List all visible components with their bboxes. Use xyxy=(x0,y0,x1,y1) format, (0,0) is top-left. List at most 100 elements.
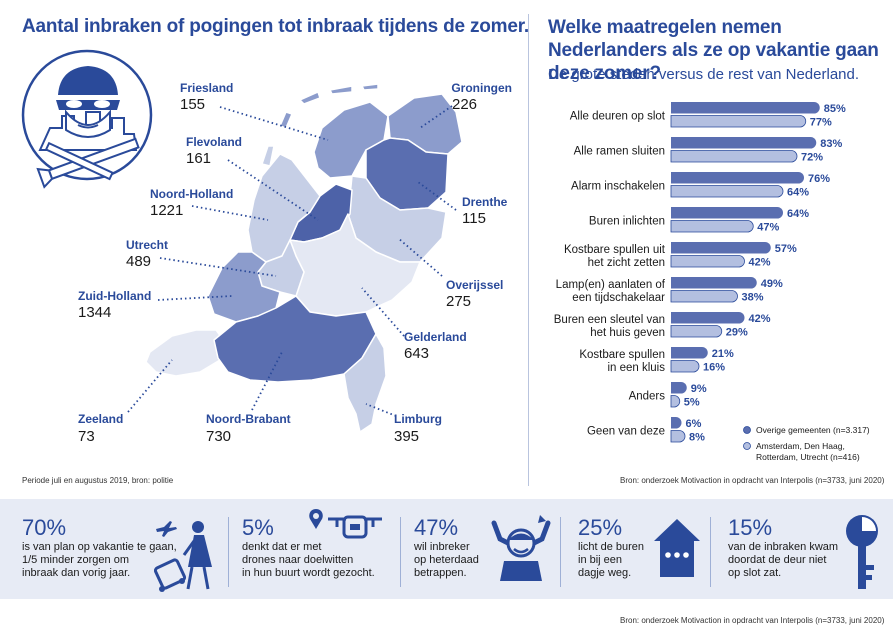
label-noord-brabant-value: 730 xyxy=(206,428,231,445)
label-gelderland-value: 643 xyxy=(404,345,429,362)
bar-grote-steden xyxy=(670,150,798,163)
stat-unlocked-line-2: doordat de deur niet xyxy=(728,554,827,566)
label-zuid-holland-value: 1344 xyxy=(78,304,111,321)
stat-neighbours: 25% licht de buren in bij een dagje weg. xyxy=(560,499,710,599)
bar-grote-steden xyxy=(670,325,723,338)
bar-grote-steden xyxy=(670,185,784,198)
bar-overige-gemeenten xyxy=(671,417,682,429)
traveler-icon xyxy=(154,521,212,592)
stat-neighbours-text: licht de buren in bij een dagje weg. xyxy=(578,541,644,580)
label-noord-brabant-name: Noord-Brabant xyxy=(206,412,291,426)
bar-overige-gemeenten xyxy=(671,347,708,359)
stat-drones-pct: 5% xyxy=(242,515,274,540)
bar-grote-steden xyxy=(670,255,745,268)
label-overijssel-name: Overijssel xyxy=(446,278,503,292)
label-friesland-name: Friesland xyxy=(180,81,233,95)
bar-value-label: 64% xyxy=(787,208,809,220)
bar-value-label: 29% xyxy=(726,327,748,339)
label-overijssel-value: 275 xyxy=(446,293,471,310)
legend-label: Rotterdam, Utrecht (n=416) xyxy=(756,452,860,462)
map-provinces xyxy=(145,83,463,433)
legend-swatch-overige xyxy=(743,426,751,434)
stat-separator xyxy=(560,517,561,587)
bar-value-label: 77% xyxy=(810,117,832,129)
category-label: een tijdschakelaar xyxy=(572,292,665,304)
map-source: Periode juli en augustus 2019, bron: pol… xyxy=(22,476,174,485)
stat-vacation-text: is van plan op vakantie te gaan, 1/5 min… xyxy=(22,541,177,580)
stat-separator xyxy=(710,517,711,587)
stat-catch: 47% wil inbreker op heterdaad betrappen. xyxy=(400,499,560,599)
category-label: Lamp(en) aanlaten of xyxy=(556,279,666,291)
category-label: Buren inlichten xyxy=(589,216,665,228)
stat-separator xyxy=(400,517,401,587)
chart-source: Bron: onderzoek Motivaction in opdracht … xyxy=(620,476,885,485)
stat-vacation-line-1: is van plan op vakantie te gaan, xyxy=(22,541,177,553)
label-drenthe-value: 115 xyxy=(462,210,486,227)
bar-overige-gemeenten xyxy=(671,277,757,289)
stat-catch-text: wil inbreker op heterdaad betrappen. xyxy=(414,541,479,580)
bar-overige-gemeenten xyxy=(671,137,817,149)
stat-unlocked-pct: 15% xyxy=(728,515,773,540)
label-drenthe-name: Drenthe xyxy=(462,195,508,209)
label-gelderland-name: Gelderland xyxy=(404,330,467,344)
bar-value-label: 38% xyxy=(742,292,764,304)
label-limburg-value: 395 xyxy=(394,428,419,445)
bar-value-label: 42% xyxy=(749,313,771,325)
bar-value-label: 16% xyxy=(703,362,725,374)
province-zuid-holland xyxy=(207,251,281,323)
stat-neighbours-line-1: licht de buren xyxy=(578,541,645,553)
stats-band: 70% is van plan op vakantie te gaan, 1/5… xyxy=(0,499,893,599)
category-label: het huis geven xyxy=(590,327,665,339)
bar-value-label: 9% xyxy=(691,383,707,395)
measures-chart: Alle deuren op slot 85% 77% Alle ramen slui… xyxy=(554,102,870,462)
stat-drones-line-1: denkt dat er met xyxy=(242,541,322,553)
label-noord-holland-name: Noord-Holland xyxy=(150,187,233,201)
bar-value-label: 85% xyxy=(824,103,846,115)
stat-drones-text: denkt dat er met drones naar doelwitten … xyxy=(242,541,375,580)
stat-vacation-line-3: inbraak dan vorig jaar. xyxy=(22,567,131,579)
category-label: Buren een sleutel van xyxy=(554,314,665,326)
stat-unlocked-line-3: op slot zat. xyxy=(728,567,782,579)
category-label: Kostbare spullen xyxy=(579,349,665,361)
province-limburg xyxy=(343,333,387,433)
stat-neighbours-pct: 25% xyxy=(578,515,623,540)
stat-catch-line-3: betrappen. xyxy=(414,567,467,579)
province-noord-holland xyxy=(247,153,321,263)
stat-neighbours-line-2: in bij een xyxy=(578,554,623,566)
bar-grote-steden xyxy=(670,395,681,408)
bar-grote-steden xyxy=(670,115,807,128)
category-label: Kostbare spullen uit xyxy=(564,244,666,256)
bar-overige-gemeenten xyxy=(671,102,820,114)
bar-overige-gemeenten xyxy=(671,312,745,324)
bar-value-label: 83% xyxy=(820,138,842,150)
section-divider xyxy=(528,14,529,486)
stat-neighbours-line-3: dagje weg. xyxy=(578,567,632,579)
bar-value-label: 6% xyxy=(686,418,702,430)
category-label: het zicht zetten xyxy=(588,257,665,269)
label-utrecht-name: Utrecht xyxy=(126,238,168,252)
map-title: Aantal inbraken of pogingen tot inbraak … xyxy=(22,16,529,37)
stat-vacation-pct: 70% xyxy=(22,515,67,540)
label-groningen-value: 226 xyxy=(452,96,477,113)
category-label: Alle ramen sluiten xyxy=(574,146,665,158)
map-labels: Friesland 155 Groningen 226 Flevoland 16… xyxy=(78,81,512,445)
bar-value-label: 42% xyxy=(749,257,771,269)
label-groningen-name: Groningen xyxy=(451,81,512,95)
stat-catch-pct: 47% xyxy=(414,515,459,540)
legend-label: Overige gemeenten (n=3.317) xyxy=(756,425,870,435)
stat-drones-line-3: in hun buurt wordt gezocht. xyxy=(242,567,375,579)
category-label: Alarm inschakelen xyxy=(571,181,665,193)
label-zeeland-name: Zeeland xyxy=(78,412,123,426)
label-noord-holland-value: 1221 xyxy=(150,202,183,219)
stat-catch-line-2: op heterdaad xyxy=(414,554,479,566)
bar-grote-steden xyxy=(670,360,700,373)
bar-value-label: 21% xyxy=(712,348,734,360)
bar-overige-gemeenten xyxy=(671,382,687,394)
bar-value-label: 57% xyxy=(775,243,797,255)
label-flevoland-value: 161 xyxy=(186,150,211,167)
bar-overige-gemeenten xyxy=(671,207,784,219)
bar-value-label: 8% xyxy=(689,432,705,444)
label-limburg-name: Limburg xyxy=(394,412,442,426)
stat-separator xyxy=(228,517,229,587)
bar-value-label: 47% xyxy=(757,222,779,234)
